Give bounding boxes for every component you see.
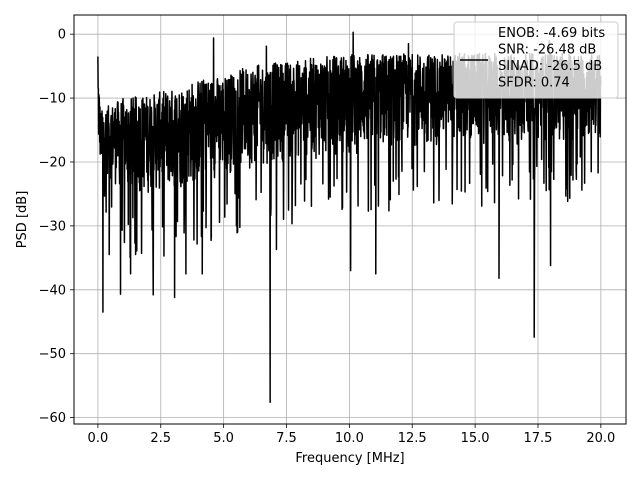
plot-area-frame xyxy=(73,14,627,425)
x-tick-label: 5.0 xyxy=(213,431,234,446)
y-axis-label: PSD [dB] xyxy=(15,191,30,249)
x-tick-label: 20.0 xyxy=(586,431,615,446)
legend-entry-snr: SNR: -26.48 dB xyxy=(498,43,596,58)
psd-series-line xyxy=(97,31,602,404)
x-tick-label: 15.0 xyxy=(461,431,490,446)
plot-series xyxy=(97,31,602,404)
x-tick-label: 12.5 xyxy=(398,431,427,446)
x-tick-label: 10.0 xyxy=(335,431,364,446)
axis-ticks: 0.0 2.5 5.0 7.5 10.0 12.5 15.0 17.5 20.0 0 −10 −20 −… xyxy=(39,28,616,446)
x-tick-label: 17.5 xyxy=(524,431,553,446)
x-tick-label: 2.5 xyxy=(150,431,171,446)
y-tick-label: −40 xyxy=(39,283,66,298)
y-tick-label: −20 xyxy=(39,155,66,170)
x-tick-label: 0.0 xyxy=(88,431,109,446)
y-tick-label: −60 xyxy=(39,411,66,426)
y-tick-label: 0 xyxy=(58,28,66,43)
legend-entry-sinad: SINAD: -26.5 dB xyxy=(498,59,602,74)
legend-entry-enob: ENOB: -4.69 bits xyxy=(498,26,605,41)
legend-box xyxy=(453,21,619,99)
x-axis-label: Frequency [MHz] xyxy=(295,451,404,466)
legend-entry-sfdr: SFDR: 0.74 xyxy=(498,76,570,91)
x-tick-label: 7.5 xyxy=(276,431,297,446)
y-tick-label: −50 xyxy=(39,347,66,362)
y-tick-label: −30 xyxy=(39,219,66,234)
y-tick-label: −10 xyxy=(39,92,66,107)
legend: ENOB: -4.69 bits SNR: -26.48 dB SINAD: -… xyxy=(453,21,619,99)
